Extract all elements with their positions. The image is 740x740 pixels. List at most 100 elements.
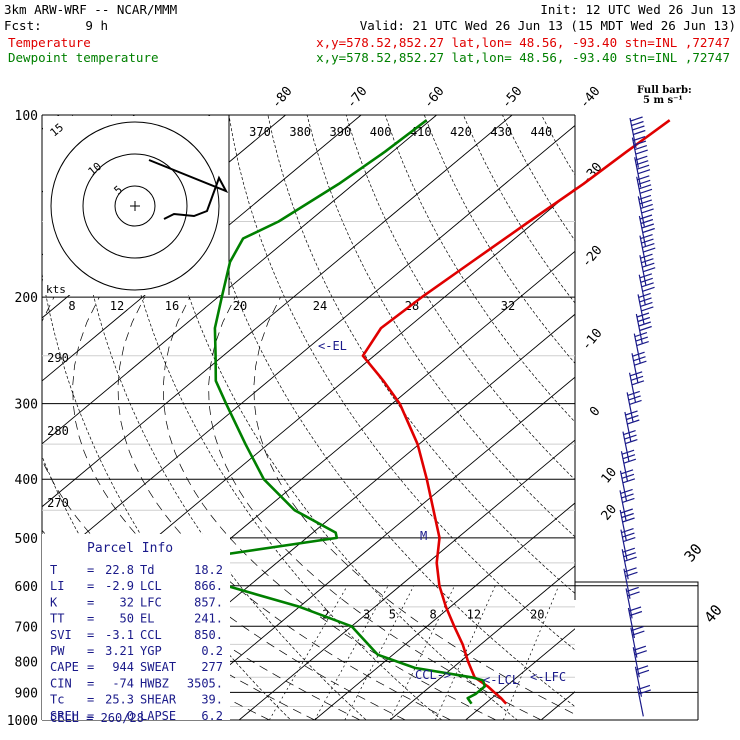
dry-adiabat xyxy=(267,115,575,594)
level-annotation: M xyxy=(420,529,427,543)
parcel-label: TT xyxy=(50,612,64,626)
isotherm-label: 10 xyxy=(599,465,621,487)
pressure-tick-label: 500 xyxy=(15,532,38,547)
theta-e-label: 430 xyxy=(490,125,512,139)
mixing-ratio-label: 2 xyxy=(322,608,329,622)
theta-e-label: 400 xyxy=(370,125,392,139)
wind-barb xyxy=(619,469,636,501)
isotherm-label: 30 xyxy=(680,540,705,565)
hodograph-ring xyxy=(50,121,220,291)
parcel-label: K xyxy=(50,595,58,609)
pressure-tick-label: 400 xyxy=(15,473,38,488)
dry-adiabat xyxy=(150,115,518,720)
parcel-label: CAPE xyxy=(50,660,79,674)
mixing-ratio-line xyxy=(344,585,415,720)
isotherm xyxy=(389,565,575,720)
dry-adiabat xyxy=(620,115,740,733)
parcel-value: 857. xyxy=(194,595,223,609)
temperature-line xyxy=(361,119,671,705)
level-annotation: <-LCL xyxy=(483,673,519,687)
parcel-value: 18.2 xyxy=(194,563,223,577)
wind-barb xyxy=(622,430,638,462)
isotherm-label: -60 xyxy=(421,84,448,112)
dry-adiabat xyxy=(698,115,740,733)
legend-temperature-info: x,y=578.52,852.27 lat,lon= 48.56, -93.40… xyxy=(316,35,730,50)
legend-temperature-name: Temperature xyxy=(8,35,91,50)
parcel-cell: CELL = 260/28 xyxy=(50,711,144,725)
wind-barb xyxy=(637,292,654,325)
wind-barb xyxy=(634,665,650,697)
parcel-label: LCL xyxy=(140,579,162,593)
parcel-label: LAPSE xyxy=(140,709,176,723)
theta-e-label: 390 xyxy=(330,125,352,139)
pressure-tick-label: 300 xyxy=(15,398,38,413)
parcel-label: CIN xyxy=(50,676,72,690)
isotherm xyxy=(314,502,575,720)
parcel-value: -2.9 xyxy=(105,579,134,593)
wind-barb xyxy=(625,586,640,619)
hodograph-ring xyxy=(82,153,188,259)
mixing-ratio-label: 12 xyxy=(467,608,481,622)
isotherm-label: 0 xyxy=(587,404,604,420)
pressure-tick-label: 900 xyxy=(15,686,38,701)
parcel-equals: = xyxy=(87,563,94,577)
parcel-equals: = xyxy=(87,644,94,658)
parcel-label: YGP xyxy=(140,644,162,658)
pressure-tick-label: 100 xyxy=(15,109,38,124)
theta-e-label: 370 xyxy=(249,125,271,139)
isotherm xyxy=(238,439,575,720)
moist-adiabat xyxy=(72,296,406,720)
wind-barb xyxy=(621,547,637,580)
isotherm-label: -80 xyxy=(269,84,296,112)
parcel-label: LFC xyxy=(140,595,162,609)
parcel-value: 22.8 xyxy=(105,563,134,577)
level-annotations: <-EL CCL-> <-LCL <-LFC M xyxy=(318,339,566,687)
dry-adiabat xyxy=(111,115,443,720)
dry-adiabat-label: 290 xyxy=(47,351,69,365)
mixing-ratio-label: 8 xyxy=(429,608,436,622)
isotherm-label: 40 xyxy=(700,601,725,626)
hodograph-speed-label: 16 xyxy=(165,299,179,313)
parcel-label: SHEAR xyxy=(140,693,177,707)
dry-adiabat xyxy=(345,115,575,481)
isotherm xyxy=(465,628,575,720)
isotherm xyxy=(42,124,575,571)
parcel-value: 50 xyxy=(120,612,134,626)
parcel-value: -74 xyxy=(112,676,134,690)
pressure-tick-label: 600 xyxy=(15,580,38,595)
mixing-ratio-line xyxy=(314,585,389,720)
isotherm-label: -10 xyxy=(579,326,606,354)
parcel-equals: = xyxy=(87,660,94,674)
wind-barb xyxy=(639,253,656,286)
parcel-value: 39. xyxy=(201,693,223,707)
parcel-info-title: Parcel Info xyxy=(87,541,173,556)
wind-barb xyxy=(638,273,655,305)
isotherm-label: -20 xyxy=(579,243,606,271)
valid-time: Valid: 21 UTC Wed 26 Jun 13 (15 MDT Wed … xyxy=(360,18,736,33)
parcel-label: SVI xyxy=(50,628,72,642)
parcel-value: 241. xyxy=(194,612,223,626)
plot-corner-border xyxy=(575,581,699,720)
wind-barb xyxy=(620,528,636,560)
parcel-label: PW xyxy=(50,644,65,658)
moist-adiabat xyxy=(42,296,361,720)
dry-adiabat xyxy=(423,115,575,364)
mixing-ratio-label: 3 xyxy=(363,608,370,622)
parcel-equals: = xyxy=(87,579,94,593)
parcel-value: -3.1 xyxy=(105,628,134,642)
wind-barb xyxy=(638,214,655,247)
isotherm xyxy=(692,115,740,720)
parcel-value: 0 xyxy=(127,709,134,723)
dry-adiabat xyxy=(228,115,575,651)
model-title: 3km ARW-WRF -- NCAR/MMM xyxy=(4,2,177,17)
parcel-value: 3.21 xyxy=(105,644,134,658)
mixing-ratio-line xyxy=(268,585,348,720)
theta-e-label: 410 xyxy=(410,125,432,139)
wind-barb xyxy=(636,684,652,717)
parcel-equals: = xyxy=(87,693,94,707)
dry-adiabat xyxy=(42,271,292,720)
hodograph-speed-label: 8 xyxy=(68,299,75,313)
isotherm xyxy=(42,115,513,508)
